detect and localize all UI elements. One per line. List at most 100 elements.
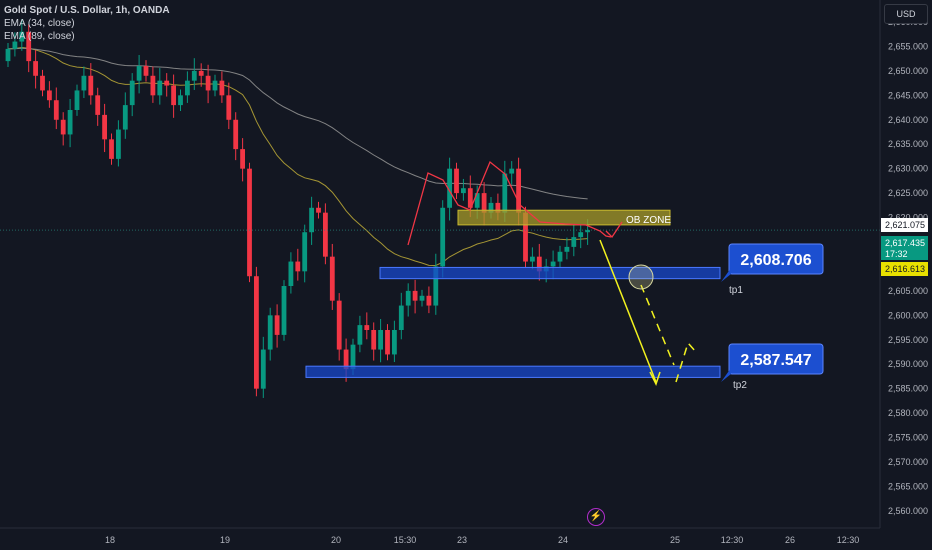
candle-body	[316, 207, 321, 213]
candle-body	[81, 75, 87, 91]
candle	[164, 73, 170, 97]
candle-body	[578, 232, 584, 238]
candle-body	[157, 80, 163, 96]
tp1-callout[interactable]: 2,608.706	[721, 243, 824, 282]
candle	[185, 71, 190, 103]
candle	[509, 161, 515, 185]
candle	[295, 248, 301, 281]
projection-dashed-rebound	[675, 341, 697, 383]
tp2-callout-pointer	[721, 368, 731, 382]
candle-body	[474, 193, 480, 208]
candle-body	[516, 168, 521, 213]
y-tick-label: 2,630.000	[888, 164, 928, 174]
candle	[447, 157, 452, 221]
candle	[398, 292, 404, 340]
candle	[461, 178, 466, 201]
candle	[557, 245, 563, 268]
tp1-label: tp1	[729, 285, 743, 296]
x-tick-label: 12:30	[837, 535, 860, 545]
candle	[212, 74, 218, 97]
candle-body	[530, 256, 535, 262]
candle-body	[12, 41, 18, 49]
candle-body	[164, 80, 170, 86]
tp2-callout-box	[728, 343, 824, 375]
y-tick-label: 2,580.000	[888, 408, 928, 418]
symbol-title[interactable]: Gold Spot / U.S. Dollar, 1h, OANDA	[4, 5, 170, 16]
candle-body	[88, 75, 94, 96]
candle-body	[219, 80, 225, 96]
candle-body	[440, 207, 446, 267]
candle	[364, 312, 370, 340]
candle	[323, 203, 328, 265]
ema-89-label[interactable]: EMA (89, close)	[4, 31, 75, 42]
y-tick-label: 2,565.000	[888, 481, 928, 491]
candle	[240, 138, 245, 182]
x-tick-label: 19	[220, 535, 230, 545]
candle-body	[419, 295, 425, 301]
tp2-callout[interactable]: 2,587.547	[721, 343, 824, 382]
candle	[12, 32, 18, 57]
candle	[336, 293, 342, 361]
candle-body	[343, 349, 349, 370]
tp1-callout-box	[728, 243, 824, 275]
candle-body	[5, 48, 11, 62]
ema-34-label[interactable]: EMA (34, close)	[4, 18, 75, 29]
candle	[116, 120, 121, 167]
candle-body	[109, 139, 114, 159]
candle	[26, 24, 32, 73]
candle	[233, 112, 239, 161]
candle	[378, 319, 383, 363]
candle-body	[323, 212, 328, 257]
ema-89-line	[7, 47, 588, 200]
currency-button[interactable]: USD	[884, 4, 928, 24]
candle	[371, 322, 377, 361]
candle-body	[454, 168, 459, 194]
candle-body	[585, 230, 590, 233]
candle-body	[40, 75, 45, 91]
candle-body	[150, 75, 156, 96]
candle-body	[95, 95, 101, 115]
candle-body	[302, 232, 308, 272]
y-tick-label: 2,585.000	[888, 384, 928, 394]
candle-body	[433, 266, 439, 306]
candle	[530, 247, 535, 270]
x-tick-label: 20	[331, 535, 341, 545]
candle	[385, 324, 390, 361]
candle	[40, 69, 45, 97]
candle	[571, 224, 577, 257]
tp2-zone-box[interactable]	[305, 365, 721, 378]
y-tick-label: 2,600.000	[888, 310, 928, 320]
candle	[578, 224, 584, 249]
candle	[19, 19, 25, 51]
candle	[205, 64, 211, 104]
candle-body	[267, 315, 273, 350]
candle-body	[350, 344, 356, 370]
candle-body	[385, 330, 390, 355]
lightning-icon[interactable]: ⚡	[587, 508, 605, 526]
y-tick-label: 2,645.000	[888, 90, 928, 100]
candle	[198, 63, 204, 87]
x-tick-label: 25	[670, 535, 680, 545]
last-price-label-bg	[881, 218, 928, 232]
candle	[33, 50, 38, 89]
candle-body	[447, 168, 452, 208]
candle-body	[240, 149, 245, 169]
candle-body	[233, 119, 239, 150]
tp1-zone-box[interactable]	[379, 266, 721, 280]
candle-body	[33, 61, 38, 76]
candle	[357, 315, 363, 353]
ema-34-line	[7, 46, 588, 267]
ob-zone-box[interactable]	[457, 209, 671, 226]
candle-body	[129, 80, 135, 106]
highlight-circle	[628, 264, 654, 290]
candle	[5, 43, 11, 67]
candle	[136, 55, 142, 94]
y-tick-label: 2,640.000	[888, 115, 928, 125]
candle	[274, 304, 280, 348]
candle-body	[378, 330, 383, 350]
candle-body	[550, 261, 556, 267]
candle	[171, 74, 176, 118]
candle	[412, 279, 418, 314]
candle	[433, 253, 439, 315]
